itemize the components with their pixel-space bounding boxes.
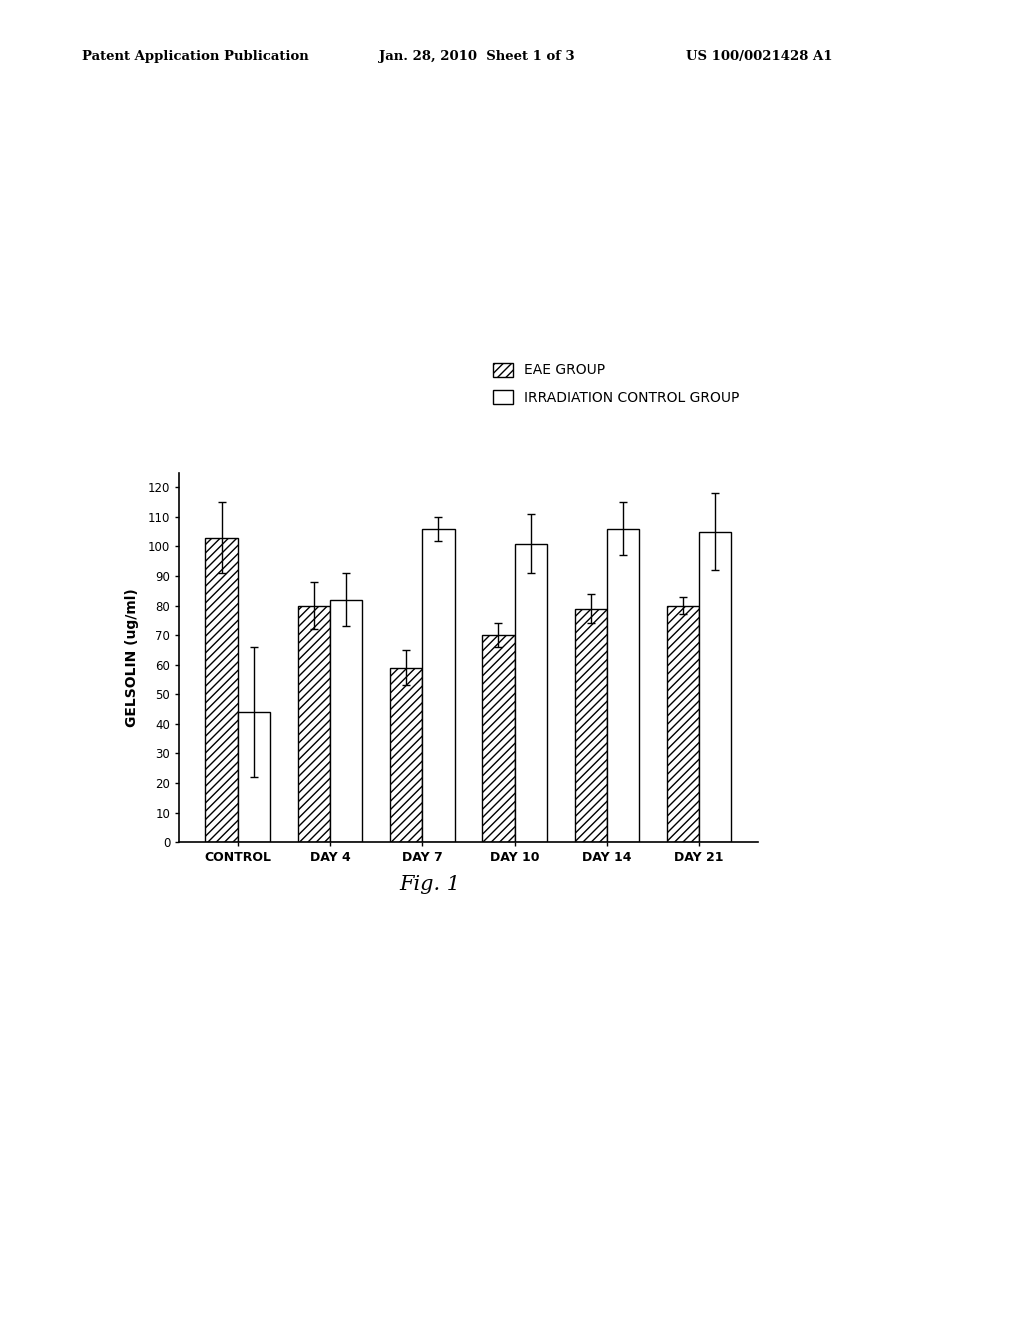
Bar (667, 606, 699, 842)
Text: Jan. 28, 2010  Sheet 1 of 3: Jan. 28, 2010 Sheet 1 of 3 (379, 50, 574, 63)
Bar (422, 529, 455, 842)
Bar (482, 635, 515, 842)
Bar (699, 532, 731, 842)
Bar (574, 609, 607, 842)
Text: US 100/0021428 A1: US 100/0021428 A1 (686, 50, 833, 63)
Bar (607, 529, 639, 842)
Bar (390, 668, 422, 842)
Bar (515, 544, 547, 842)
Y-axis label: GELSOLIN (ug/ml): GELSOLIN (ug/ml) (126, 587, 139, 727)
Bar (330, 599, 362, 842)
Text: Fig. 1: Fig. 1 (399, 875, 461, 894)
Text: Patent Application Publication: Patent Application Publication (82, 50, 308, 63)
Bar (206, 537, 238, 842)
Legend: EAE GROUP, IRRADIATION CONTROL GROUP: EAE GROUP, IRRADIATION CONTROL GROUP (487, 356, 745, 411)
Bar (238, 711, 270, 842)
Bar (298, 606, 330, 842)
